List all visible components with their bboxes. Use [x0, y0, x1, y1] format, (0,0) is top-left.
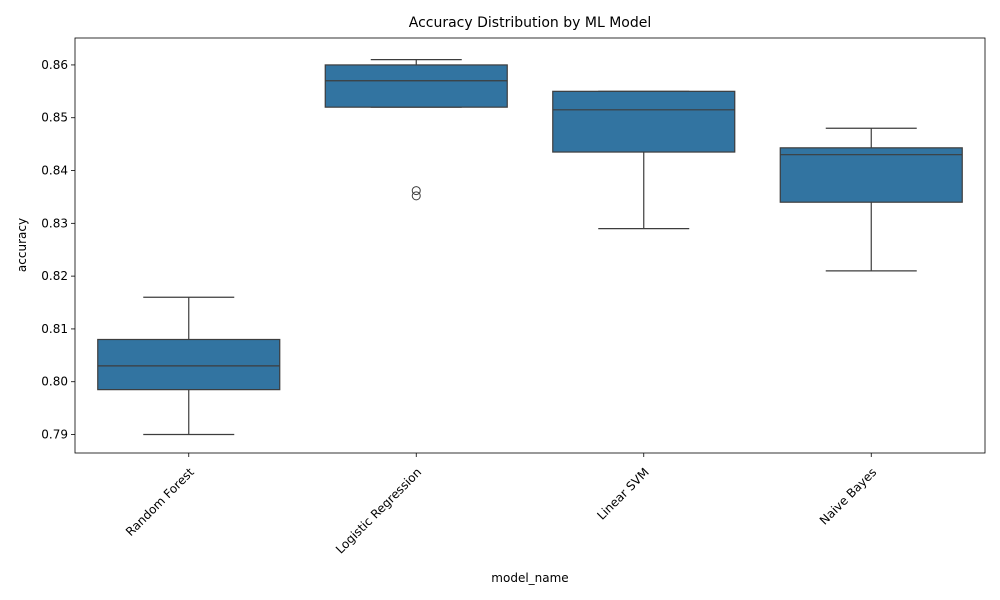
y-tick-label: 0.85	[41, 111, 68, 125]
x-tick-label: Linear SVM	[594, 465, 651, 522]
y-tick-label: 0.79	[41, 428, 68, 442]
box	[552, 90, 736, 153]
plot-area	[97, 59, 963, 436]
x-axis-title: model_name	[491, 571, 568, 585]
y-axis-title: accuracy	[15, 218, 29, 272]
box-group	[324, 59, 508, 201]
y-tick-label: 0.82	[41, 269, 68, 283]
y-axis: 0.79 0.80 0.81 0.82 0.83 0.84 0.85 0.86	[41, 58, 75, 442]
x-tick-label: Logistic Regression	[333, 465, 424, 556]
plot-frame	[74, 37, 986, 454]
y-tick-label: 0.86	[41, 58, 68, 72]
chart-title: Accuracy Distribution by ML Model	[409, 15, 651, 31]
box	[779, 147, 963, 203]
outlier-point	[411, 186, 421, 196]
x-tick-label: Naive Bayes	[817, 465, 879, 527]
box-group	[552, 90, 736, 230]
box	[97, 338, 281, 391]
outlier-point	[411, 191, 421, 201]
x-axis: Random Forest Logistic Regression Linear S…	[123, 453, 879, 556]
y-tick-label: 0.80	[41, 375, 68, 389]
y-tick-label: 0.81	[41, 322, 68, 336]
box-group	[779, 127, 963, 272]
y-tick-label: 0.83	[41, 216, 68, 230]
x-tick-label: Random Forest	[123, 465, 197, 539]
box	[324, 64, 508, 108]
y-tick-label: 0.84	[41, 164, 68, 178]
box-group	[97, 296, 281, 436]
